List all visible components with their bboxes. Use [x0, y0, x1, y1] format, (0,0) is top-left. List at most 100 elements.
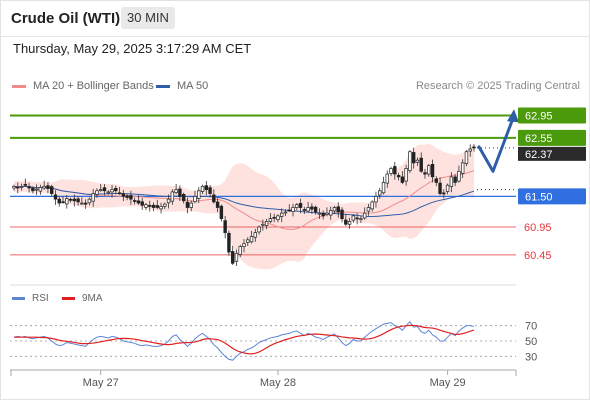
candle-bearish [411, 152, 416, 164]
candle-bullish [34, 188, 39, 191]
candle-bullish [291, 207, 295, 212]
ma20-swatch [12, 84, 26, 88]
candle-bullish [197, 190, 201, 199]
candle-bearish [57, 198, 61, 204]
candle-bearish [227, 232, 231, 253]
candle-bullish [159, 206, 163, 210]
pivot-level-label-2: 61.50 [525, 191, 553, 203]
candle-bearish [230, 251, 235, 264]
legend-rsi: RSI [12, 293, 49, 304]
candle-bullish [378, 190, 382, 196]
timeframe-badge[interactable]: 30 MIN [121, 7, 175, 29]
candle-bullish [253, 232, 258, 238]
forecast-arrowhead [507, 109, 519, 123]
legend-rsi-ma: 9MA [62, 293, 103, 304]
candle-bearish [185, 201, 190, 208]
ma50-legend-label: MA 50 [177, 80, 209, 92]
candle-bearish [344, 219, 348, 225]
candle-bearish [23, 183, 28, 186]
candle-bullish [163, 203, 167, 207]
candle-bearish [125, 195, 129, 198]
candle-bearish [223, 220, 227, 233]
candle-bullish [242, 243, 246, 247]
candle-bearish [129, 195, 133, 200]
candle-bullish [332, 207, 337, 212]
candle-bearish [181, 194, 186, 202]
candle-bullish [306, 207, 310, 212]
candle-bullish [374, 196, 378, 203]
rsi-legend-label: RSI [32, 293, 49, 304]
candle-bearish [31, 187, 35, 192]
candle-bearish [321, 212, 325, 217]
candle-bearish [340, 209, 344, 220]
candle-bullish [347, 221, 352, 225]
candle-bullish [110, 189, 114, 193]
candle-bearish [313, 206, 318, 213]
candle-bearish [155, 205, 159, 208]
candle-bullish [95, 190, 99, 195]
candle-bearish [27, 186, 31, 189]
candle-bullish [457, 170, 461, 182]
candle-bullish [264, 221, 269, 226]
candle-bearish [114, 187, 118, 192]
candle-bullish [464, 151, 469, 164]
candle-bearish [208, 187, 212, 194]
candle-bearish [310, 206, 314, 210]
candle-bullish [415, 159, 420, 163]
candle-bullish [174, 189, 178, 193]
candle-bullish [249, 236, 254, 243]
candle-bearish [46, 185, 50, 189]
candle-bullish [366, 207, 371, 212]
candle-bullish [257, 226, 261, 233]
rsi-level-label-2: 30 [525, 351, 537, 363]
candle-bearish [287, 209, 291, 212]
candle-bearish [136, 200, 141, 204]
time-tick-label-1: May 28 [260, 377, 296, 389]
time-tick-label-2: May 29 [430, 377, 466, 389]
candle-bullish [445, 184, 450, 192]
candle-bearish [212, 194, 216, 203]
candle-bearish [49, 186, 54, 194]
candle-bullish [351, 215, 356, 221]
resistance-level-label-1: 62.55 [525, 133, 553, 145]
candle-bullish [200, 185, 205, 192]
candle-bullish [370, 201, 374, 210]
candle-bullish [91, 193, 95, 202]
candle-bullish [106, 191, 110, 194]
candle-bearish [178, 188, 182, 197]
candle-bearish [61, 201, 65, 204]
candle-bearish [72, 198, 77, 202]
candle-bullish [381, 182, 386, 194]
candle-bearish [396, 175, 401, 178]
candle-bullish [87, 198, 92, 204]
rsi-swatch [12, 297, 25, 300]
candle-bearish [204, 185, 209, 191]
legend-ma50: MA 50 [156, 80, 208, 92]
candle-bullish [404, 168, 408, 182]
candle-bullish [427, 165, 431, 175]
candle-bearish [453, 176, 457, 183]
candle-bullish [468, 148, 472, 152]
candle-bearish [355, 217, 359, 220]
ma20-line [13, 170, 475, 230]
candle-bearish [117, 192, 122, 195]
legend-ma20: MA 20 + Bollinger Bands [12, 80, 154, 92]
candle-bearish [434, 178, 439, 183]
candle-bearish [215, 201, 220, 208]
candle-bullish [193, 196, 197, 203]
chart-header: Crude Oil (WTI) 30 MIN [0, 0, 590, 37]
candle-bullish [283, 211, 288, 214]
ma20-legend-label: MA 20 + Bollinger Bands [33, 80, 154, 92]
rsi-level-label-1: 50 [525, 336, 537, 348]
candle-bullish [80, 202, 84, 205]
candle-bearish [272, 216, 276, 219]
candle-bearish [76, 198, 80, 203]
candle-bullish [144, 204, 148, 208]
rsi-line [13, 321, 475, 361]
ma50-swatch [156, 84, 170, 88]
candle-bullish [279, 212, 284, 217]
candle-bearish [430, 164, 435, 178]
bollinger-band-fill [14, 143, 474, 270]
candle-bullish [329, 209, 333, 216]
